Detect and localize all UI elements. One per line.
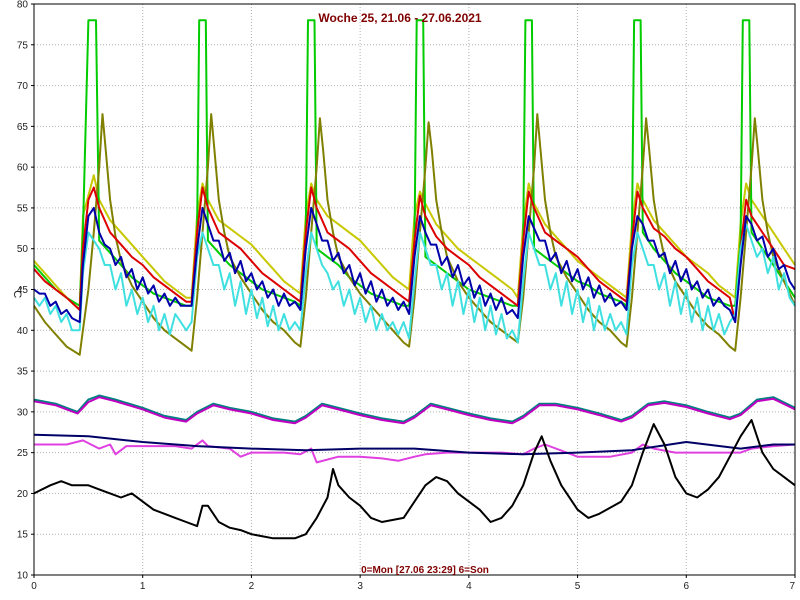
series-line-10 [33, 433, 795, 456]
x-tick-label-0: 0 [31, 581, 37, 592]
x-tick-label-6: 6 [684, 581, 690, 592]
y-tick-label-55: 55 [17, 203, 29, 214]
y-axis-label: °C [11, 286, 23, 298]
y-tick-label-65: 65 [17, 122, 29, 133]
y-tick-label-40: 40 [17, 326, 29, 337]
series-line-4 [33, 186, 796, 324]
axes [31, 3, 796, 578]
series-group [33, 19, 796, 540]
series-line-8 [33, 396, 796, 425]
x-tick-label-7: 7 [789, 581, 795, 592]
y-tick-label-50: 50 [17, 244, 29, 255]
y-tick-label-10: 10 [17, 571, 29, 582]
chart-title: Woche 25, 21.06 - 27.06.2021 [318, 11, 482, 25]
y-tick-label-20: 20 [17, 489, 29, 500]
y-tick-label-75: 75 [17, 40, 29, 51]
y-tick-label-45: 45 [17, 285, 29, 296]
y-tick-label-15: 15 [17, 530, 29, 541]
x-tick-label-5: 5 [575, 581, 581, 592]
x-tick-label-4: 4 [466, 581, 472, 592]
series-line-11 [33, 419, 796, 540]
x-tick-label-3: 3 [357, 581, 363, 592]
y-tick-label-30: 30 [17, 407, 29, 418]
y-tick-label-35: 35 [17, 367, 29, 378]
chart-footer: 0=Mon [27.06 23:29] 6=Son [361, 565, 489, 576]
y-tick-label-80: 80 [17, 0, 29, 11]
x-tick-label-1: 1 [140, 581, 146, 592]
y-tick-label-70: 70 [17, 81, 29, 92]
series-line-6 [33, 206, 796, 324]
series-line-1 [33, 174, 796, 311]
y-tick-label-60: 60 [17, 163, 29, 174]
series-line-7 [33, 394, 796, 423]
series-line-5 [33, 223, 796, 344]
x-tick-label-2: 2 [249, 581, 255, 592]
y-tick-label-25: 25 [17, 448, 29, 459]
